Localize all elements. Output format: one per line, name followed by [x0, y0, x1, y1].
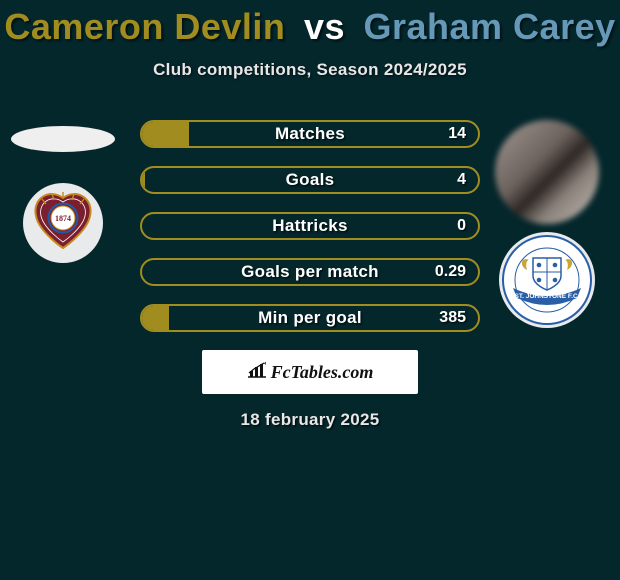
svg-text:ST. JOHNSTONE F.C.: ST. JOHNSTONE F.C.: [515, 293, 580, 300]
watermark: FcTables.com: [202, 350, 418, 394]
title-player2: Graham Carey: [364, 6, 616, 47]
stjohnstone-badge-icon: ST. JOHNSTONE F.C.: [497, 230, 597, 330]
stat-bars: Matches14 Goals4 Hattricks0 Goals per match…: [140, 120, 480, 350]
watermark-text: FcTables.com: [271, 362, 374, 383]
title-player1: Cameron Devlin: [4, 6, 285, 47]
page-title: Cameron Devlin vs Graham Carey: [0, 0, 620, 48]
barchart-icon: [247, 362, 267, 383]
player1-photo: [11, 126, 115, 152]
date-line: 18 february 2025: [0, 410, 620, 430]
stat-bar-value: 4: [457, 168, 466, 192]
comparison-card: Cameron Devlin vs Graham Carey Club comp…: [0, 0, 620, 580]
stat-bar: Goals per match0.29: [140, 258, 480, 286]
stat-bar-value: 0: [457, 214, 466, 238]
stat-bar: Goals4: [140, 166, 480, 194]
left-player-column: 1874: [8, 120, 118, 264]
stat-bar-label: Goals per match: [142, 260, 478, 284]
stat-bar: Hattricks0: [140, 212, 480, 240]
player2-club-badge: ST. JOHNSTONE F.C.: [497, 230, 597, 330]
stat-bar-label: Goals: [142, 168, 478, 192]
stat-bar-value: 385: [439, 306, 466, 330]
watermark-content: FcTables.com: [247, 362, 374, 383]
subtitle: Club competitions, Season 2024/2025: [0, 60, 620, 80]
stat-bar-label: Matches: [142, 122, 478, 146]
title-vs: vs: [304, 6, 345, 47]
stat-bar: Matches14: [140, 120, 480, 148]
svg-text:1874: 1874: [55, 214, 71, 223]
hearts-badge-icon: 1874: [22, 182, 104, 264]
stat-bar-label: Hattricks: [142, 214, 478, 238]
stat-bar: Min per goal385: [140, 304, 480, 332]
stat-bar-value: 0.29: [435, 260, 466, 284]
player2-photo: [495, 120, 599, 224]
right-player-column: ST. JOHNSTONE F.C.: [492, 120, 602, 330]
player1-club-badge: 1874: [22, 182, 104, 264]
stat-bar-value: 14: [448, 122, 466, 146]
stat-bar-label: Min per goal: [142, 306, 478, 330]
